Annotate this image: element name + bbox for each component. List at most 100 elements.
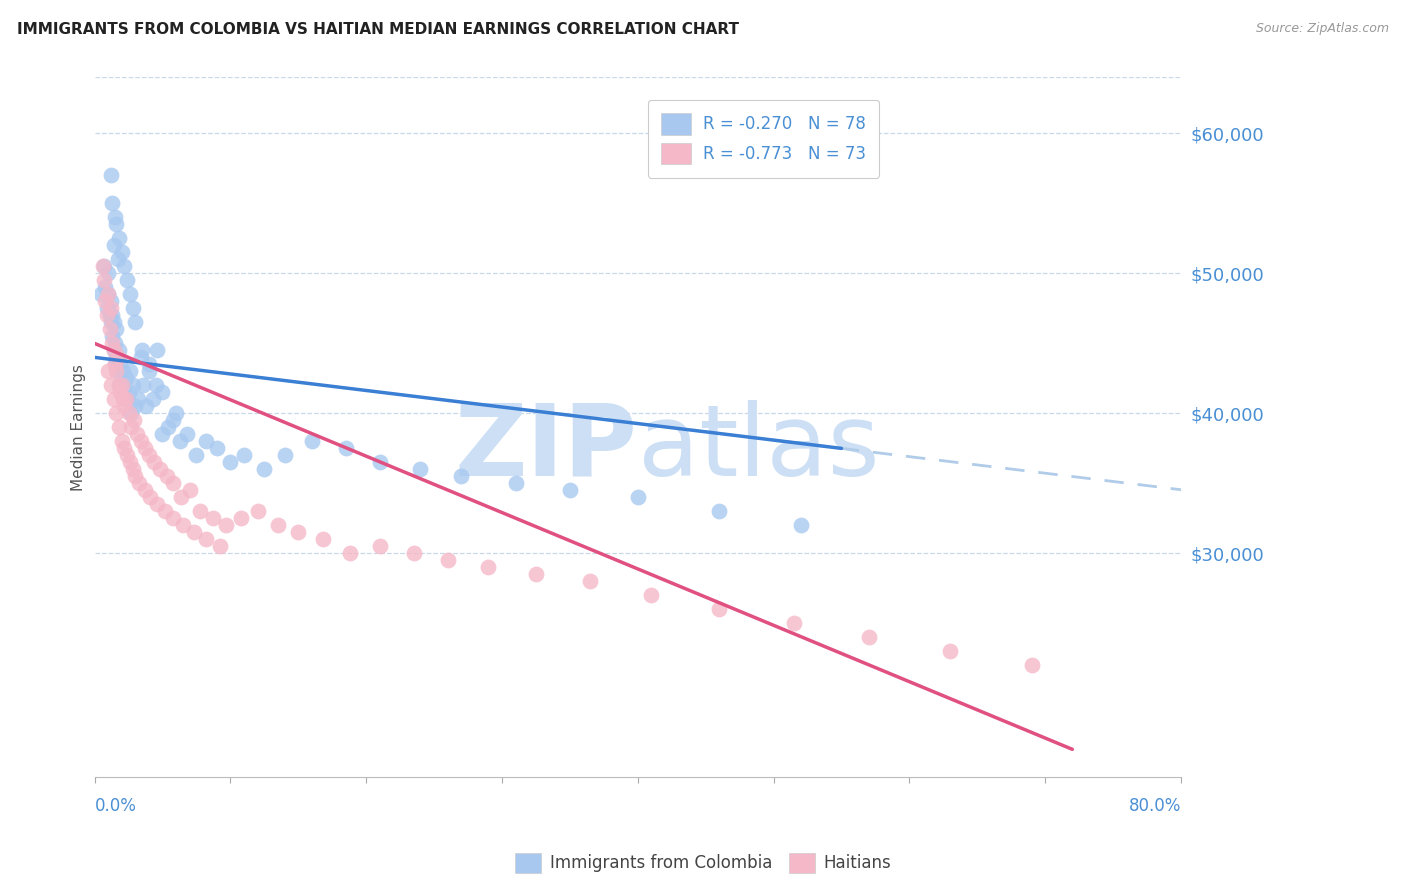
Point [104,211,127,225]
Point [246,504,269,518]
Point [1021,658,1043,673]
Text: ZIP: ZIP [456,400,638,497]
Point [208,540,231,554]
Point [215,518,238,533]
Point [121,301,143,316]
Point [114,392,136,407]
Point [134,442,156,456]
Point [100,301,122,316]
Point [558,483,581,498]
Point [139,491,162,505]
Point [115,273,138,287]
Point [176,427,198,442]
Point [96,309,118,323]
Point [219,455,242,469]
Point [111,378,134,392]
Point [135,400,157,414]
Point [103,238,125,252]
Text: 0.0%: 0.0% [94,797,136,815]
Point [436,553,458,567]
Point [627,491,650,505]
Point [101,309,124,323]
Point [165,406,187,420]
Point [110,385,132,400]
Point [112,392,135,407]
Point [155,469,177,483]
Point [149,462,172,476]
Point [100,378,122,392]
Point [103,315,125,329]
Point [108,343,131,358]
Legend: R = -0.270   N = 78, R = -0.773   N = 73: R = -0.270 N = 78, R = -0.773 N = 73 [648,100,879,178]
Point [128,476,150,491]
Point [709,504,731,518]
Point [121,378,143,392]
Point [162,511,184,525]
Point [125,427,148,442]
Point [186,449,208,463]
Point [105,364,128,378]
Point [97,287,120,301]
Point [153,504,176,518]
Point [103,343,125,358]
Point [129,351,152,365]
Point [138,358,160,372]
Point [640,588,662,602]
Point [145,378,167,392]
Point [93,260,115,274]
Point [105,218,128,232]
Point [450,469,472,483]
Point [368,540,391,554]
Point [114,400,136,414]
Point [118,364,141,378]
Legend: Immigrants from Colombia, Haitians: Immigrants from Colombia, Haitians [508,847,898,880]
Point [121,462,143,476]
Point [146,343,169,358]
Point [233,449,256,463]
Point [579,574,602,589]
Point [114,385,136,400]
Point [120,406,142,420]
Point [94,280,117,294]
Point [267,518,290,533]
Point [231,511,253,525]
Point [124,400,146,414]
Point [162,413,184,427]
Point [312,533,335,547]
Point [110,358,132,372]
Point [98,322,121,336]
Point [505,476,527,491]
Point [273,449,295,463]
Point [115,449,138,463]
Point [152,427,174,442]
Point [287,525,309,540]
Point [138,449,160,463]
Point [301,434,323,449]
Point [169,434,191,449]
Point [117,406,139,420]
Point [339,546,361,560]
Point [105,406,128,420]
Point [104,358,127,372]
Point [111,378,134,392]
Point [132,378,155,392]
Point [93,273,115,287]
Point [253,462,276,476]
Point [112,364,135,378]
Point [129,434,152,449]
Point [104,358,127,372]
Point [97,364,120,378]
Point [183,525,205,540]
Point [368,455,391,469]
Point [103,392,125,407]
Y-axis label: Median Earnings: Median Earnings [72,364,86,491]
Point [97,287,120,301]
Point [156,420,179,434]
Point [194,533,217,547]
Text: IMMIGRANTS FROM COLOMBIA VS HAITIAN MEDIAN EARNINGS CORRELATION CHART: IMMIGRANTS FROM COLOMBIA VS HAITIAN MEDI… [17,22,740,37]
Point [143,455,166,469]
Point [100,169,122,183]
Point [194,434,217,449]
Point [98,309,121,323]
Point [409,462,432,476]
